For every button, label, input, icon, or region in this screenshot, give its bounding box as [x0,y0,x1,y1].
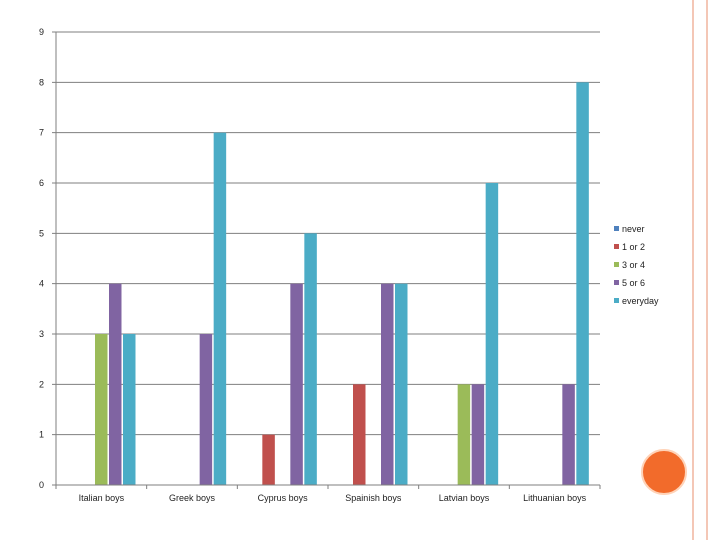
legend-label: never [622,224,645,234]
bar-5-or-6-1 [199,334,213,485]
bar-everyday-0 [123,334,136,485]
bar-5-or-6-0 [109,283,122,485]
bar-everyday-1 [213,132,227,485]
legend-label: 1 or 2 [622,242,645,252]
y-tick-label: 6 [39,178,44,188]
bar-1-or-2-2 [262,434,275,485]
bar-everyday-3 [395,283,408,485]
bar-everyday-5 [576,82,589,485]
x-category-label: Greek boys [169,493,216,503]
y-tick-label: 0 [39,480,44,490]
bar-5-or-6-2 [290,283,303,485]
decorative-vertical-line [706,0,708,540]
legend-swatch [614,226,619,231]
y-axis: 0 1 2 3 4 5 6 7 8 9 [39,27,57,490]
legend-swatch [614,298,619,303]
bar-3-or-4-4 [457,384,471,485]
bars [95,82,589,485]
legend-swatch [614,280,619,285]
y-tick-label: 7 [39,128,44,138]
bar-everyday-4 [485,183,499,485]
legend-swatch [614,262,619,267]
legend-label: everyday [622,296,659,306]
bar-3-or-4-0 [95,334,108,485]
bar-everyday-2 [304,233,317,485]
bar-5-or-6-4 [471,384,485,485]
x-category-label: Cyprus boys [258,493,309,503]
decorative-vertical-line [692,0,694,540]
decorative-orange-circle [641,449,687,495]
y-tick-label: 1 [39,430,44,440]
y-tick-label: 5 [39,228,44,238]
bar-5-or-6-5 [562,384,575,485]
x-category-label: Spainish boys [345,493,402,503]
x-category-label: Lithuanian boys [523,493,587,503]
legend: never 1 or 2 3 or 4 5 or 6 everyday [614,224,659,306]
x-axis: Italian boys Greek boys Cyprus boys Spainis… [55,484,601,503]
y-tick-label: 3 [39,329,44,339]
bar-5-or-6-3 [381,283,394,485]
legend-swatch [614,244,619,249]
y-tick-label: 4 [39,279,44,289]
x-category-label: Italian boys [79,493,125,503]
x-category-label: Latvian boys [439,493,490,503]
bar-1-or-2-3 [353,384,366,485]
y-tick-label: 9 [39,27,44,37]
y-tick-label: 2 [39,379,44,389]
legend-label: 3 or 4 [622,260,645,270]
legend-label: 5 or 6 [622,278,645,288]
y-tick-label: 8 [39,77,44,87]
